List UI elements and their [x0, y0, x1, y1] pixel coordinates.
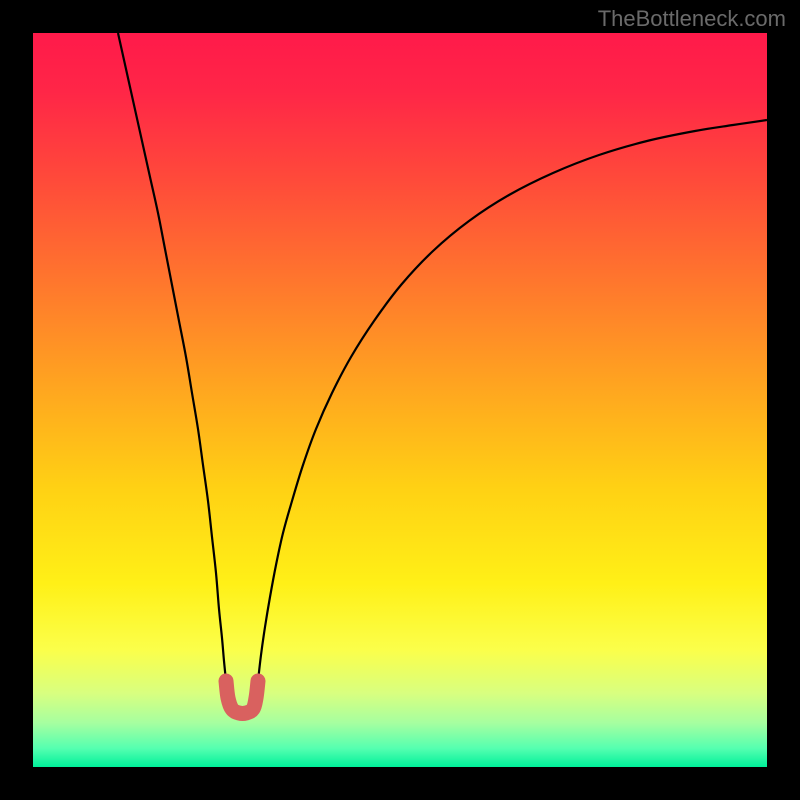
watermark-text: TheBottleneck.com — [598, 6, 786, 32]
canvas: TheBottleneck.com — [0, 0, 800, 800]
curve-layer — [33, 33, 767, 767]
valley-marker-curve — [226, 681, 258, 714]
plot-area — [33, 33, 767, 767]
left-branch-curve — [118, 33, 226, 681]
right-branch-curve — [258, 120, 767, 681]
